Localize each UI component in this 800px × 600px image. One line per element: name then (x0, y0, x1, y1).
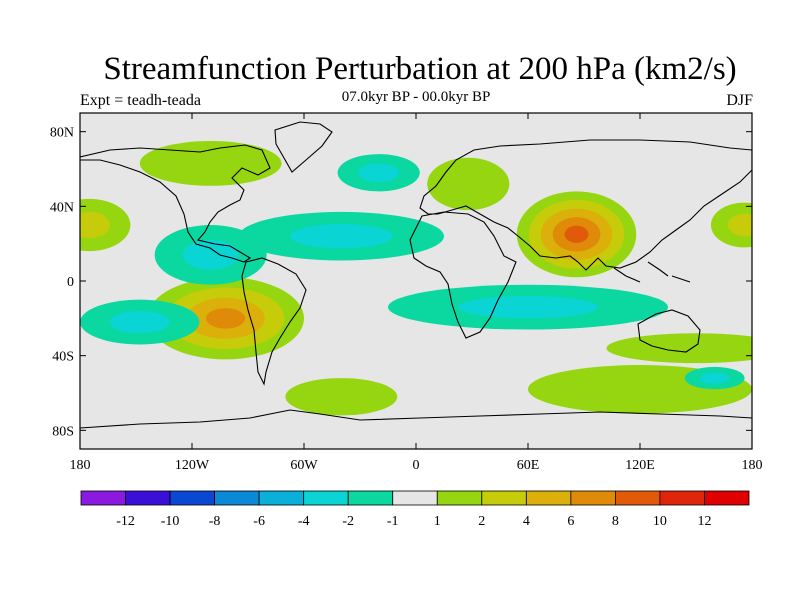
feature-north-pacific-high (80, 198, 131, 252)
feature-south-pacific-high (147, 277, 304, 360)
axis-ticks: 80N 40N 0 40S 80S 180 120W 60W 0 60E 120E 180 (50, 113, 763, 473)
contour-band (564, 225, 589, 243)
colorbar-label: 6 (567, 514, 574, 529)
colorbar-label: -4 (298, 514, 310, 529)
colorbar-swatch (169, 490, 215, 506)
coastline-south-america (241, 257, 307, 386)
lon-tick-label: 180 (70, 458, 91, 473)
coastline-eurasia (419, 139, 752, 271)
colorbar-label: -8 (209, 514, 221, 529)
lat-tick-label: 80S (52, 424, 74, 439)
lon-tick-label: 120E (625, 458, 655, 473)
contour-band (109, 310, 170, 334)
colorbar-swatch (214, 490, 260, 506)
lon-tick-label: 60W (290, 458, 318, 473)
feature-south-pacific-low (80, 299, 200, 345)
colorbar-swatch (436, 490, 483, 506)
contour-band (427, 157, 510, 211)
colorbar-label: -10 (161, 514, 180, 529)
colorbar-swatch (704, 490, 750, 506)
colorbar-label: 8 (612, 514, 619, 529)
colorbar-label: 2 (478, 514, 485, 529)
contour-band (606, 333, 752, 364)
contour-band (139, 141, 282, 186)
lat-tick-label: 0 (67, 275, 74, 290)
feature-south-ocean-low (684, 366, 745, 390)
lat-tick-label: 40N (50, 200, 74, 215)
lon-tick-label: 120W (175, 458, 210, 473)
coastline-australia (637, 309, 701, 353)
colorbar-label: 12 (697, 514, 711, 529)
feature-north-atlantic-low (337, 154, 420, 192)
feature-indian-ocean-low (388, 284, 668, 330)
coastlines (80, 121, 752, 429)
lat-tick-label: 40S (52, 350, 74, 365)
lon-tick-label: 180 (742, 458, 763, 473)
contour-band (290, 224, 393, 249)
colorbar-swatch (481, 490, 527, 506)
plot-title: Streamfunction Perturbation at 200 hPa (… (103, 51, 737, 87)
contour-band (206, 308, 246, 329)
coastline-maritime-continent (613, 261, 691, 283)
colorbar-label: 10 (653, 514, 667, 529)
coastline-greenland (274, 121, 333, 173)
colorbar-swatch (125, 490, 171, 506)
lon-tick-label: 0 (413, 458, 420, 473)
coastline-antarctica (80, 409, 752, 429)
colorbar-label: 1 (434, 514, 441, 529)
colorbar-swatch (80, 490, 126, 506)
coastline-north-america (80, 144, 271, 263)
colorbar-swatch (258, 490, 305, 506)
contour-band (285, 378, 398, 416)
contour-band (80, 211, 110, 239)
experiment-label: Expt = teadh-teada (80, 92, 201, 109)
contour-band (358, 163, 400, 183)
colorbar-label: -2 (342, 514, 354, 529)
contour-band (727, 213, 752, 237)
coastline-africa (409, 211, 517, 339)
colorbar-swatch (347, 490, 394, 506)
contour-fields (80, 141, 752, 416)
colorbar-label: -6 (253, 514, 265, 529)
colorbar-label: -1 (387, 514, 399, 529)
colorbar-swatch (392, 490, 438, 506)
lat-tick-label: 80N (50, 126, 74, 141)
feature-south-asia-high (516, 191, 637, 278)
season-label: DJF (726, 92, 753, 109)
period-label: 07.0kyr BP - 00.0kyr BP (341, 89, 491, 105)
colorbar-label: 4 (523, 514, 530, 529)
feature-north-pacific-high-east (710, 202, 752, 248)
colorbar: -12 -10 -8 -6 -4 -2 -1 1 2 4 6 8 10 12 (80, 490, 750, 529)
feature-tropical-pacific-low (154, 225, 267, 285)
contour-band (699, 372, 730, 384)
contour-band (182, 239, 239, 270)
feature-atlantic-low (238, 211, 444, 261)
contour-band (458, 295, 598, 319)
feature-north-atlantic-high (427, 157, 510, 211)
colorbar-swatch (615, 490, 661, 506)
feature-north-america-high (139, 141, 282, 186)
feature-south-atlantic-high (285, 378, 398, 416)
feature-south-indian-high (606, 333, 752, 364)
lon-tick-label: 60E (517, 458, 540, 473)
colorbar-swatch (525, 490, 572, 506)
colorbar-swatch (659, 490, 705, 506)
colorbar-label: -12 (116, 514, 135, 529)
colorbar-swatch (303, 490, 349, 506)
colorbar-swatch (570, 490, 616, 506)
